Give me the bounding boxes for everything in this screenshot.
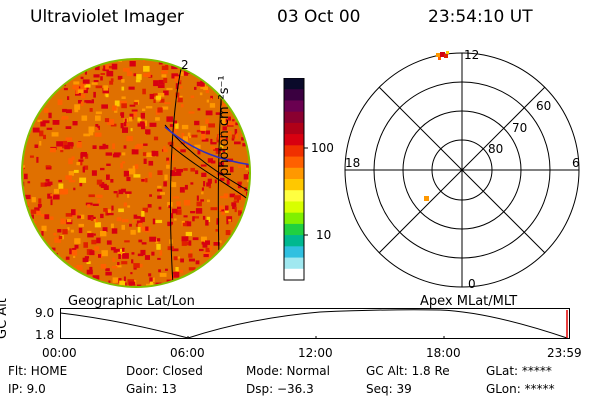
mlt-label-18: 18 <box>345 156 360 170</box>
glat-value: GLat: ***** <box>486 364 552 378</box>
door-status: Door: Closed <box>126 364 203 378</box>
meridian-label: 2 <box>181 58 189 72</box>
time-label: 23:54:10 UT <box>428 7 533 27</box>
colorbar-unit-label: photon cm⁻²s⁻¹ <box>217 75 232 176</box>
date-label: 03 Oct 00 <box>277 7 361 27</box>
polar-plot: 12 18 6 0 60 70 80 <box>344 48 580 291</box>
lat-label-60: 60 <box>536 99 551 113</box>
x-tick-0600: 06:00 <box>170 346 205 360</box>
y-tick-9-0: 9.0 <box>35 306 55 320</box>
dsp-value: Dsp: −36.3 <box>246 382 314 396</box>
altitude-plot-frame <box>60 308 570 339</box>
colorbar-tick-100: 100 <box>311 141 334 155</box>
mode-status: Mode: Normal <box>246 364 330 378</box>
mlt-label-6: 6 <box>572 156 580 170</box>
glon-value: GLon: ***** <box>486 382 555 396</box>
lat-label-80: 80 <box>488 142 503 156</box>
polar-emission-spots <box>424 51 449 201</box>
coastline <box>164 126 249 166</box>
geographic-image: 2 <box>21 58 251 288</box>
geographic-label: Geographic Lat/Lon <box>68 294 195 309</box>
gc-alt-value: GC Alt: 1.8 Re <box>366 364 450 378</box>
instrument-title: Ultraviolet Imager <box>30 7 184 27</box>
x-tick-2359: 23:59 <box>547 346 582 360</box>
y-tick-1-8: 1.8 <box>35 328 55 342</box>
altitude-plot <box>60 308 570 339</box>
polar-diagonal-2 <box>378 86 546 254</box>
sequence-value: Seq: 39 <box>366 382 412 396</box>
mlt-label-0: 0 <box>468 277 476 291</box>
ip-value: IP: 9.0 <box>8 382 46 396</box>
gc-alt-axis-title: GC Alt <box>0 298 10 339</box>
x-tick-0000: 00:00 <box>42 346 77 360</box>
altitude-trace <box>60 309 568 339</box>
colorbar-scale <box>284 78 304 281</box>
apex-label: Apex MLat/MLT <box>420 294 518 309</box>
earth-disk <box>21 58 251 288</box>
mlt-label-12: 12 <box>464 48 479 62</box>
flight-status: Flt: HOME <box>8 364 68 378</box>
x-tick-1800: 18:00 <box>426 346 461 360</box>
colorbar <box>283 78 308 281</box>
x-tick-1200: 12:00 <box>298 346 333 360</box>
colorbar-tick-10: 10 <box>316 228 332 242</box>
gain-value: Gain: 13 <box>126 382 177 396</box>
lat-label-70: 70 <box>512 121 527 135</box>
